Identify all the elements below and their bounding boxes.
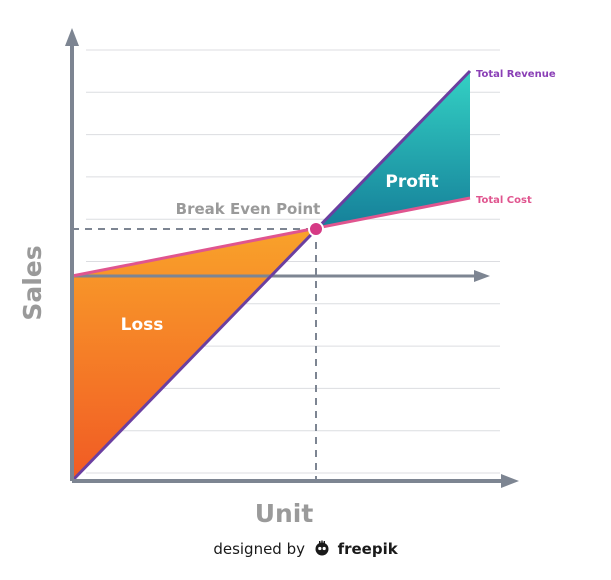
attribution-brand: freepik [337, 540, 398, 558]
total-revenue-line [70, 69, 472, 483]
break-even-point-marker [308, 221, 324, 237]
total-cost-line [71, 196, 471, 278]
y-axis-label: Sales [18, 245, 47, 320]
total-cost-label: Total Cost [476, 195, 532, 206]
total-revenue-label: Total Revenue [476, 69, 556, 80]
x-axis-arrowhead [501, 474, 519, 488]
fixed-cost-arrowhead [474, 270, 490, 282]
loss-label: Loss [121, 315, 164, 335]
x-axis-label: Unit [255, 499, 314, 528]
attribution-prefix: designed by [213, 540, 305, 558]
freepik-logo-icon [315, 540, 329, 556]
break-even-label: Break Even Point [176, 200, 321, 218]
profit-label: Profit [385, 172, 438, 192]
y-axis-arrowhead [65, 28, 79, 46]
attribution: designed by freepik [0, 540, 611, 558]
break-even-diagram: Break Even Point Loss Profit Total Reven… [18, 28, 556, 528]
